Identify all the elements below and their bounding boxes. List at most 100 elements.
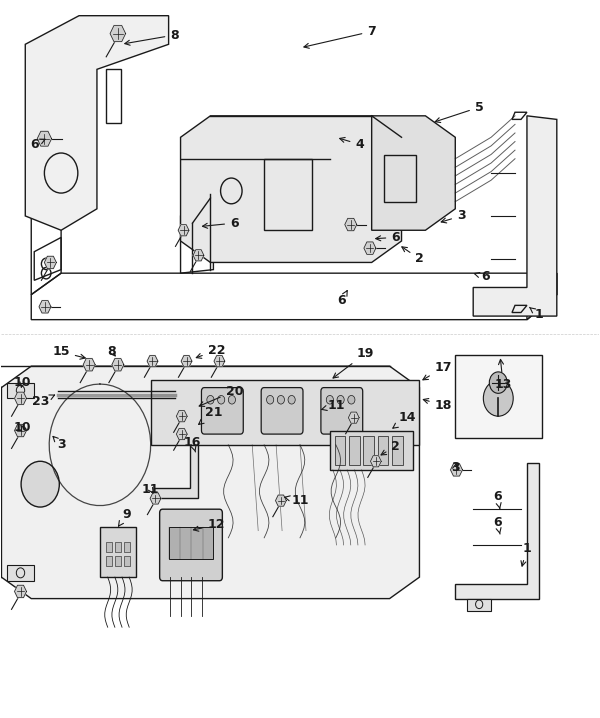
Circle shape bbox=[288, 396, 295, 404]
Polygon shape bbox=[44, 256, 56, 269]
Text: 10: 10 bbox=[14, 376, 31, 389]
Bar bbox=[106, 542, 112, 552]
FancyBboxPatch shape bbox=[261, 388, 303, 434]
Bar bbox=[115, 556, 121, 567]
Text: 5: 5 bbox=[435, 101, 484, 123]
Polygon shape bbox=[275, 495, 286, 506]
FancyBboxPatch shape bbox=[455, 355, 542, 438]
Text: 15: 15 bbox=[52, 345, 85, 359]
Text: 20: 20 bbox=[199, 385, 243, 406]
Text: 22: 22 bbox=[196, 344, 225, 358]
Polygon shape bbox=[371, 116, 455, 230]
Polygon shape bbox=[147, 355, 158, 367]
Polygon shape bbox=[451, 464, 463, 476]
Polygon shape bbox=[178, 225, 189, 236]
Polygon shape bbox=[193, 250, 204, 261]
Circle shape bbox=[348, 396, 355, 404]
Bar bbox=[169, 527, 214, 559]
Text: 2: 2 bbox=[402, 247, 424, 266]
Polygon shape bbox=[7, 383, 34, 398]
Text: 14: 14 bbox=[393, 411, 416, 428]
Circle shape bbox=[229, 396, 235, 404]
Text: 10: 10 bbox=[14, 421, 31, 434]
Bar bbox=[335, 437, 346, 465]
Text: 3: 3 bbox=[53, 437, 65, 452]
Polygon shape bbox=[214, 355, 225, 367]
Polygon shape bbox=[110, 26, 125, 42]
FancyBboxPatch shape bbox=[202, 388, 243, 434]
Polygon shape bbox=[467, 599, 491, 611]
Polygon shape bbox=[37, 131, 52, 146]
Bar bbox=[349, 437, 360, 465]
Text: 6: 6 bbox=[337, 291, 347, 307]
Text: 6: 6 bbox=[493, 490, 502, 508]
Text: 11: 11 bbox=[285, 494, 309, 507]
Circle shape bbox=[484, 381, 513, 416]
Polygon shape bbox=[112, 358, 124, 371]
Polygon shape bbox=[176, 411, 187, 421]
Text: 8: 8 bbox=[125, 29, 179, 45]
Text: 11: 11 bbox=[322, 399, 344, 412]
Bar bbox=[364, 437, 374, 465]
Circle shape bbox=[207, 396, 214, 404]
Text: 6: 6 bbox=[376, 231, 400, 244]
Bar bbox=[115, 542, 121, 552]
Bar bbox=[124, 556, 130, 567]
Text: 3: 3 bbox=[451, 461, 460, 474]
Polygon shape bbox=[473, 116, 557, 316]
Polygon shape bbox=[14, 585, 26, 597]
Polygon shape bbox=[455, 462, 539, 599]
Bar bbox=[377, 437, 388, 465]
Circle shape bbox=[218, 396, 225, 404]
Text: 21: 21 bbox=[199, 406, 222, 424]
Text: 4: 4 bbox=[340, 137, 364, 151]
FancyBboxPatch shape bbox=[321, 388, 363, 434]
Polygon shape bbox=[25, 16, 169, 230]
Text: 3: 3 bbox=[441, 210, 466, 223]
Text: 17: 17 bbox=[423, 361, 452, 380]
Polygon shape bbox=[14, 424, 26, 437]
Circle shape bbox=[337, 396, 344, 404]
Circle shape bbox=[266, 396, 274, 404]
Text: 9: 9 bbox=[118, 508, 131, 526]
Text: 7: 7 bbox=[304, 25, 376, 48]
FancyBboxPatch shape bbox=[160, 509, 223, 581]
Bar bbox=[106, 70, 121, 123]
Text: 1: 1 bbox=[530, 307, 543, 321]
Bar bbox=[106, 556, 112, 567]
Polygon shape bbox=[345, 218, 357, 230]
Polygon shape bbox=[181, 116, 401, 263]
Bar bbox=[124, 542, 130, 552]
Bar bbox=[264, 159, 312, 230]
Text: 6: 6 bbox=[30, 138, 45, 151]
Polygon shape bbox=[370, 456, 381, 467]
Polygon shape bbox=[181, 355, 192, 367]
Polygon shape bbox=[154, 445, 199, 498]
Bar bbox=[383, 155, 416, 202]
Polygon shape bbox=[151, 381, 419, 445]
Polygon shape bbox=[330, 431, 413, 470]
Text: 11: 11 bbox=[142, 482, 160, 495]
Polygon shape bbox=[100, 527, 136, 577]
Text: 23: 23 bbox=[32, 395, 55, 409]
Circle shape bbox=[490, 372, 507, 393]
Polygon shape bbox=[14, 392, 26, 404]
Text: 18: 18 bbox=[423, 398, 452, 412]
Bar bbox=[392, 437, 403, 465]
Text: 13: 13 bbox=[494, 360, 512, 391]
Text: 12: 12 bbox=[193, 518, 225, 531]
Text: 6: 6 bbox=[493, 516, 502, 534]
Text: 2: 2 bbox=[381, 439, 400, 455]
Polygon shape bbox=[150, 493, 161, 504]
Text: 1: 1 bbox=[521, 542, 532, 566]
Circle shape bbox=[277, 396, 284, 404]
Text: 19: 19 bbox=[333, 347, 374, 378]
Polygon shape bbox=[176, 429, 187, 439]
Circle shape bbox=[21, 461, 59, 507]
Polygon shape bbox=[349, 412, 359, 423]
Polygon shape bbox=[39, 301, 51, 313]
Polygon shape bbox=[364, 242, 376, 254]
Text: 6: 6 bbox=[202, 217, 239, 230]
Text: 8: 8 bbox=[107, 345, 116, 358]
Text: 6: 6 bbox=[475, 270, 490, 283]
